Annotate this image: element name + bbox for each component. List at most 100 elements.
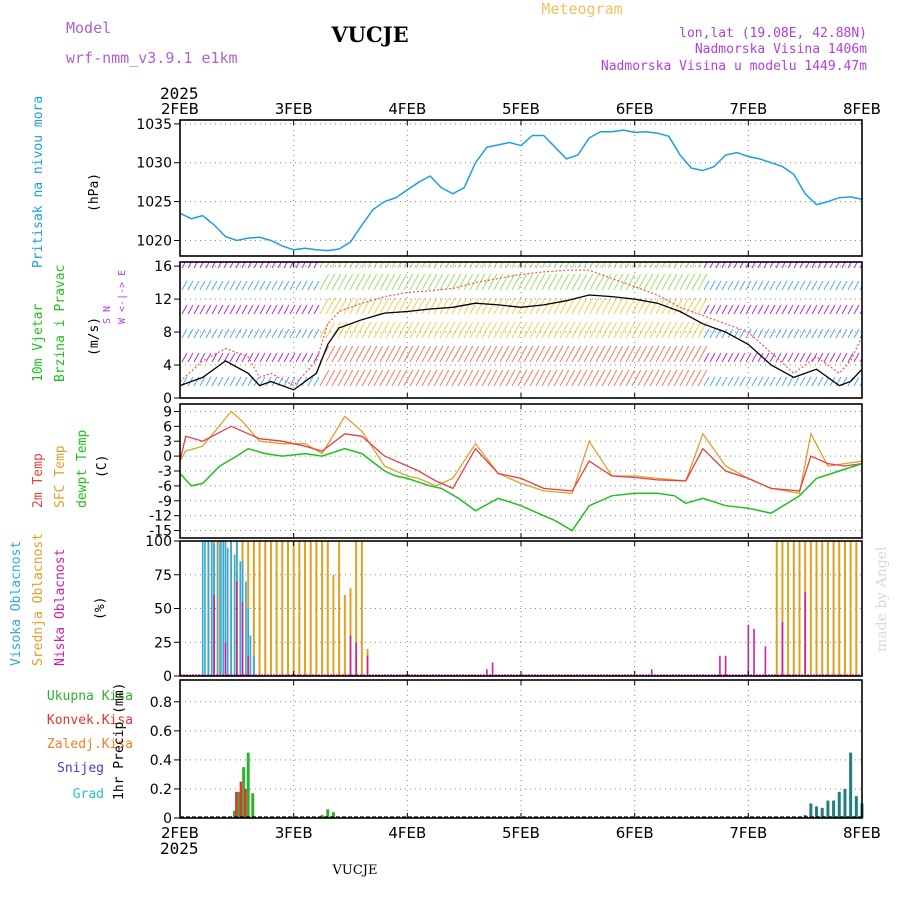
low-cloud-bar: [366, 655, 369, 676]
wind-barb: [667, 297, 678, 315]
wind-barb: [463, 297, 474, 315]
wind-barb: [445, 273, 456, 291]
wind-barb: [499, 262, 504, 269]
wind-barb: [241, 304, 248, 315]
wind-barb: [781, 352, 788, 363]
wind-barb: [217, 304, 224, 315]
wind-barb: [841, 352, 848, 363]
wind-barb: [361, 369, 372, 387]
mid-cloud-bar: [792, 541, 795, 676]
lonlat: lon,lat (19.08E, 42.88N): [679, 26, 867, 41]
wind-barb: [745, 304, 752, 315]
wind-barb: [217, 352, 224, 363]
wind-barb: [589, 369, 600, 387]
wind-barb: [331, 297, 342, 315]
wind-barb: [811, 376, 818, 387]
wind-barb: [313, 376, 320, 387]
wind-barb: [253, 262, 258, 269]
wind-barb: [733, 304, 740, 315]
y-tick-label: 0.6: [150, 724, 172, 740]
mid-cloud-bar: [326, 541, 329, 676]
wind-barb: [649, 345, 660, 363]
total-precip-bar: [820, 807, 824, 818]
wind-barb: [259, 304, 266, 315]
wind-barb: [505, 345, 516, 363]
wind-speed-line: [179, 294, 863, 391]
wind-barb: [235, 280, 242, 291]
wind-barb: [781, 328, 788, 339]
wind-barb: [529, 321, 540, 339]
wind-barb: [403, 262, 408, 269]
wind-barb: [181, 352, 188, 363]
wind-barb: [223, 262, 228, 269]
y-tick-label: 3: [163, 434, 172, 450]
wind-barb: [775, 328, 782, 339]
wind-barb: [595, 297, 606, 315]
wind-gust-line: [179, 269, 863, 387]
wind-barb: [643, 369, 654, 387]
wind-barb: [541, 297, 552, 315]
mid-cloud-bar: [781, 541, 784, 676]
wind-barb: [415, 345, 426, 363]
wind-barb: [859, 381, 862, 387]
wind-barb: [757, 304, 764, 315]
wind-barb: [619, 369, 630, 387]
wind-barb: [337, 273, 348, 291]
wind-barb: [223, 304, 230, 315]
mid-cloud-bar: [843, 541, 846, 676]
wind-barb: [829, 352, 836, 363]
wind-barb: [541, 273, 552, 291]
wind-barb: [601, 321, 612, 339]
wind-barb: [565, 321, 576, 339]
y-tick-label: 0: [163, 391, 172, 407]
wind-barb: [271, 262, 276, 269]
wind-barb: [601, 297, 612, 315]
wind-barb: [811, 280, 818, 291]
low-cloud-bar: [349, 635, 352, 676]
wind-barb: [229, 352, 236, 363]
mid-cloud-bar: [798, 541, 801, 676]
wind-barb: [583, 321, 594, 339]
wind-barb: [799, 328, 806, 339]
wind-barb: [355, 262, 360, 269]
wind-barb: [469, 273, 480, 291]
wind-barb: [757, 328, 764, 339]
cloud-label-mid: Srednja Oblacnost: [31, 533, 46, 666]
x-tick-label-bottom: 7FEB: [729, 824, 767, 842]
wind-barb: [391, 369, 402, 387]
wind-barb: [295, 376, 302, 387]
wind-barb: [367, 262, 372, 269]
wind-barb: [373, 345, 384, 363]
high-cloud-bar: [216, 541, 219, 676]
wind-barb: [199, 280, 206, 291]
high-cloud-bar: [207, 541, 210, 676]
wind-barb: [247, 262, 252, 269]
wind-label-1: 10m Vjetar: [31, 304, 46, 382]
wind-barb: [679, 262, 684, 269]
wind-barb: [787, 328, 794, 339]
wind-barb: [313, 280, 320, 291]
y-tick-label: 1020: [136, 233, 172, 249]
wind-barb: [289, 328, 296, 339]
y-tick-label: 0.8: [150, 695, 172, 711]
wind-barb: [817, 352, 824, 363]
high-cloud-bar: [247, 608, 249, 676]
mid-cloud-bar: [309, 541, 312, 676]
wind-barb: [337, 369, 348, 387]
wind-barb: [463, 262, 468, 269]
legend-convective: Konvek.Kisa: [47, 713, 133, 728]
y-tick-label: -6: [158, 479, 172, 495]
wind-barb: [745, 328, 752, 339]
wind-barb: [331, 369, 342, 387]
wind-barb: [253, 328, 260, 339]
wind-barb: [373, 369, 384, 387]
high-cloud-bar: [220, 541, 222, 676]
wind-barb: [313, 352, 320, 363]
low-cloud-bar: [241, 601, 244, 676]
wind-barb: [823, 352, 830, 363]
wind-barb: [757, 280, 764, 291]
credit: made by Angel: [874, 546, 890, 652]
wind-barb: [379, 321, 390, 339]
wind-barb: [637, 273, 648, 291]
wind-barb: [295, 280, 302, 291]
